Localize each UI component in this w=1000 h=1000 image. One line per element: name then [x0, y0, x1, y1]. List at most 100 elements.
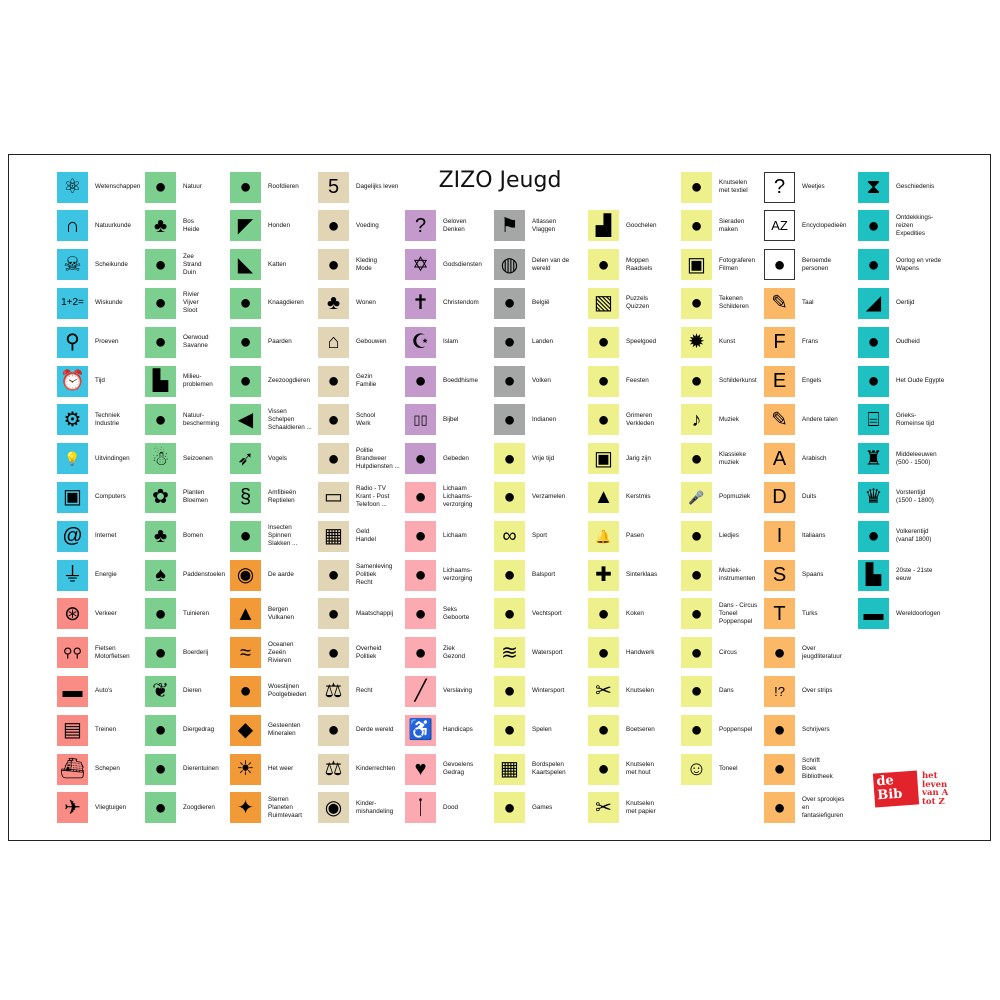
topic-tile[interactable]: ✡ Godsdiensten: [405, 248, 495, 282]
topic-tile[interactable]: ● België: [494, 286, 584, 320]
topic-tile[interactable]: ✹ Kunst: [681, 325, 771, 359]
topic-tile[interactable]: ▭ Radio - TV Krant - Post Telefoon ...: [318, 480, 408, 514]
topic-tile[interactable]: 🎤 Popmuziek: [681, 480, 771, 514]
topic-tile[interactable]: !? Over strips: [764, 674, 854, 708]
topic-tile[interactable]: ☺ Toneel: [681, 752, 771, 786]
topic-tile[interactable]: ● Zee Strand Duin: [145, 248, 235, 282]
topic-tile[interactable]: ◢ Oertijd: [858, 286, 948, 320]
topic-tile[interactable]: ♠ Paddenstoelen: [145, 558, 235, 592]
topic-tile[interactable]: ◆ Gesteenten Mineralen: [230, 713, 320, 747]
topic-tile[interactable]: ✎ Taal: [764, 286, 854, 320]
topic-tile[interactable]: ● Vechtsport: [494, 597, 584, 631]
topic-tile[interactable]: ● Beroemde personen: [764, 248, 854, 282]
topic-tile[interactable]: ⏰ Tijd: [57, 364, 147, 398]
topic-tile[interactable]: ● Ziek Gezond: [405, 636, 495, 670]
topic-tile[interactable]: ● Tekenen Schilderen: [681, 286, 771, 320]
topic-tile[interactable]: ⚖ Recht: [318, 674, 408, 708]
topic-tile[interactable]: ▬ Auto's: [57, 674, 147, 708]
topic-tile[interactable]: ▤ Treinen: [57, 713, 147, 747]
topic-tile[interactable]: ● Volkerentijd (vanaf 1800): [858, 519, 948, 553]
topic-tile[interactable]: A Arabisch: [764, 442, 854, 476]
topic-tile[interactable]: ▣ Jarig zijn: [588, 442, 678, 476]
topic-tile[interactable]: ▣ Computers: [57, 480, 147, 514]
topic-tile[interactable]: ⧗ Geschiedenis: [858, 170, 948, 204]
topic-tile[interactable]: ≋ Watersport: [494, 636, 584, 670]
topic-tile[interactable]: D Duits: [764, 480, 854, 514]
topic-tile[interactable]: ✂ Knutselen: [588, 674, 678, 708]
topic-tile[interactable]: ✂ Knutselen met papier: [588, 791, 678, 825]
topic-tile[interactable]: F Frans: [764, 325, 854, 359]
topic-tile[interactable]: ● Insecten Spinnen Slakken ...: [230, 519, 320, 553]
topic-tile[interactable]: ● School Werk: [318, 403, 408, 437]
topic-tile[interactable]: ● Woestijnen Poolgebieden: [230, 674, 320, 708]
topic-tile[interactable]: ∞ Sport: [494, 519, 584, 553]
topic-tile[interactable]: ♛ Vorstentijd (1500 - 1800): [858, 480, 948, 514]
topic-tile[interactable]: ✈ Vliegtuigen: [57, 791, 147, 825]
topic-tile[interactable]: ● Circus: [681, 636, 771, 670]
topic-tile[interactable]: ▦ Geld Handel: [318, 519, 408, 553]
topic-tile[interactable]: ⚛ Wetenschappen: [57, 170, 147, 204]
topic-tile[interactable]: ● Wintersport: [494, 674, 584, 708]
topic-tile[interactable]: ● Natuur: [145, 170, 235, 204]
topic-tile[interactable]: ● Koken: [588, 597, 678, 631]
topic-tile[interactable]: ● Verzamelen: [494, 480, 584, 514]
topic-tile[interactable]: ● Over jeugdliteratuur: [764, 636, 854, 670]
topic-tile[interactable]: ● Kleding Mode: [318, 248, 408, 282]
topic-tile[interactable]: § Amfibieën Reptielen: [230, 480, 320, 514]
topic-tile[interactable]: ✿ Planten Bloemen: [145, 480, 235, 514]
topic-tile[interactable]: ● Rivier Vijver Sloot: [145, 286, 235, 320]
topic-tile[interactable]: ≈ Oceanen Zeeën Rivieren: [230, 636, 320, 670]
topic-tile[interactable]: ◉ De aarde: [230, 558, 320, 592]
topic-tile[interactable]: ● Diergedrag: [145, 713, 235, 747]
topic-tile[interactable]: ⚖ Kinderrechten: [318, 752, 408, 786]
topic-tile[interactable]: 1+2= Wiskunde: [57, 286, 147, 320]
topic-tile[interactable]: ♣ Bomen: [145, 519, 235, 553]
topic-tile[interactable]: AZ Encyclopedieën: [764, 209, 854, 243]
topic-tile[interactable]: ╱ Verslaving: [405, 674, 495, 708]
topic-tile[interactable]: ▦ Bordspelen Kaartspelen: [494, 752, 584, 786]
topic-tile[interactable]: ◣ Katten: [230, 248, 320, 282]
topic-tile[interactable]: ✦ Sterren Planeten Ruimtevaart: [230, 791, 320, 825]
topic-tile[interactable]: ✝ Christendom: [405, 286, 495, 320]
topic-tile[interactable]: ● Zeezoogdieren: [230, 364, 320, 398]
topic-tile[interactable]: ᛙ Dood: [405, 791, 495, 825]
topic-tile[interactable]: ✚ Sinterklaas: [588, 558, 678, 592]
topic-tile[interactable]: ● Landen: [494, 325, 584, 359]
topic-tile[interactable]: ● Games: [494, 791, 584, 825]
topic-tile[interactable]: ● Lichaam Lichaams- verzorging: [405, 480, 495, 514]
topic-tile[interactable]: ● Tuinieren: [145, 597, 235, 631]
topic-tile[interactable]: ✎ Andere talen: [764, 403, 854, 437]
topic-tile[interactable]: ? Geloven Denken: [405, 209, 495, 243]
topic-tile[interactable]: ● Sieraden maken: [681, 209, 771, 243]
topic-tile[interactable]: ⌸ Grieks- Romeinse tijd: [858, 403, 948, 437]
topic-tile[interactable]: ● Schrift Boek Bibliotheek: [764, 752, 854, 786]
topic-tile[interactable]: ♣ Wonen: [318, 286, 408, 320]
topic-tile[interactable]: ❦ Dieren: [145, 674, 235, 708]
topic-tile[interactable]: ● Volken: [494, 364, 584, 398]
topic-tile[interactable]: 5 Dagelijks leven: [318, 170, 408, 204]
topic-tile[interactable]: T Turks: [764, 597, 854, 631]
topic-tile[interactable]: ● Boeddhisme: [405, 364, 495, 398]
topic-tile[interactable]: ∩ Natuurkunde: [57, 209, 147, 243]
topic-tile[interactable]: ♥ Gevoelens Gedrag: [405, 752, 495, 786]
topic-tile[interactable]: ● Oorlog en vrede Wapens: [858, 248, 948, 282]
topic-tile[interactable]: ◤ Honden: [230, 209, 320, 243]
topic-tile[interactable]: ● Indianen: [494, 403, 584, 437]
topic-tile[interactable]: ● Natuur- bescherming: [145, 403, 235, 437]
topic-tile[interactable]: ▧ Puzzels Quizzen: [588, 286, 678, 320]
topic-tile[interactable]: ● Het Oude Egypte: [858, 364, 948, 398]
topic-tile[interactable]: ● Oudheid: [858, 325, 948, 359]
topic-tile[interactable]: ● Paarden: [230, 325, 320, 359]
topic-tile[interactable]: ● Roofdieren: [230, 170, 320, 204]
topic-tile[interactable]: ● Knutselen met hout: [588, 752, 678, 786]
topic-tile[interactable]: ● Voeding: [318, 209, 408, 243]
topic-tile[interactable]: ● Oerwoud Savanne: [145, 325, 235, 359]
topic-tile[interactable]: ♪ Muziek: [681, 403, 771, 437]
topic-tile[interactable]: ● Speelgoed: [588, 325, 678, 359]
topic-tile[interactable]: ⌂ Gebouwen: [318, 325, 408, 359]
topic-tile[interactable]: ● Spelen: [494, 713, 584, 747]
topic-tile[interactable]: ● Grimeren Verkleden: [588, 403, 678, 437]
topic-tile[interactable]: ● Knutselen met textiel: [681, 170, 771, 204]
topic-tile[interactable]: ▙ 20ste - 21ste eeuw: [858, 558, 948, 592]
topic-tile[interactable]: ♜ Middeleeuwen (500 - 1500): [858, 442, 948, 476]
